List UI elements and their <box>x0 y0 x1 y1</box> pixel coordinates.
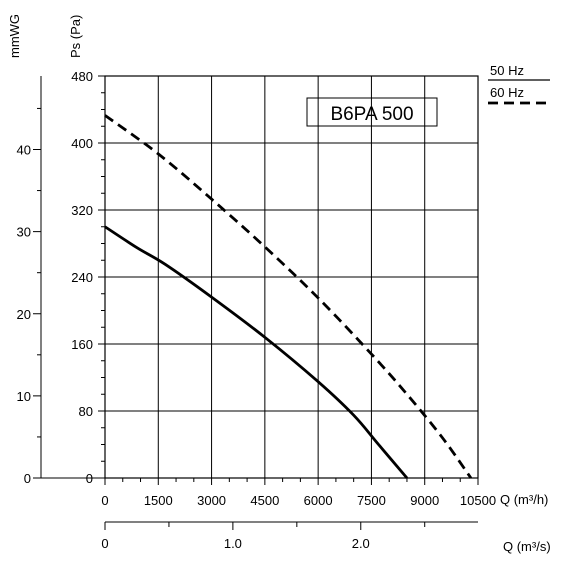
y-primary-tick-label: 480 <box>71 69 93 84</box>
x-primary-tick-label: 0 <box>101 493 108 508</box>
x-secondary-axis-title: Q (m³/s) <box>503 539 551 554</box>
chart-title-box <box>306 97 438 127</box>
x-primary-tick-label: 7500 <box>357 493 386 508</box>
x-primary-tick-label: 4500 <box>250 493 279 508</box>
series-line-60hz <box>104 114 473 479</box>
legend-label-60hz: 60 Hz <box>490 85 524 100</box>
x-primary-axis-title: Q (m³/h) <box>500 492 548 507</box>
y-primary-axis-title: Ps (Pa) <box>68 15 83 58</box>
legend-label-50hz: 50 Hz <box>490 63 524 78</box>
x-primary-tick-label: 6000 <box>304 493 333 508</box>
x-secondary-tick-label: 0 <box>101 536 108 551</box>
y-secondary-tick-label: 20 <box>17 307 31 322</box>
x-primary-tick-label: 10500 <box>460 493 496 508</box>
y-primary-tick-label: 320 <box>71 203 93 218</box>
y-secondary-tick-label: 10 <box>17 389 31 404</box>
x-primary-tick-label: 3000 <box>197 493 226 508</box>
series-line-50hz <box>104 225 409 479</box>
y-secondary-tick-label: 40 <box>17 143 31 158</box>
y-primary-tick-label: 160 <box>71 337 93 352</box>
x-secondary-tick-label: 1.0 <box>224 536 242 551</box>
y-primary-tick-label: 240 <box>71 270 93 285</box>
y-secondary-tick-label: 0 <box>24 471 31 486</box>
x-primary-tick-label: 1500 <box>144 493 173 508</box>
x-secondary-tick-label: 2.0 <box>352 536 370 551</box>
y-primary-tick-label: 400 <box>71 136 93 151</box>
y-primary-tick-label: 80 <box>79 404 93 419</box>
y-secondary-tick-label: 30 <box>17 225 31 240</box>
chart-title: B6PA 500 <box>330 104 413 125</box>
y-secondary-axis-title: mmWG <box>7 14 22 58</box>
x-primary-tick-label: 9000 <box>410 493 439 508</box>
